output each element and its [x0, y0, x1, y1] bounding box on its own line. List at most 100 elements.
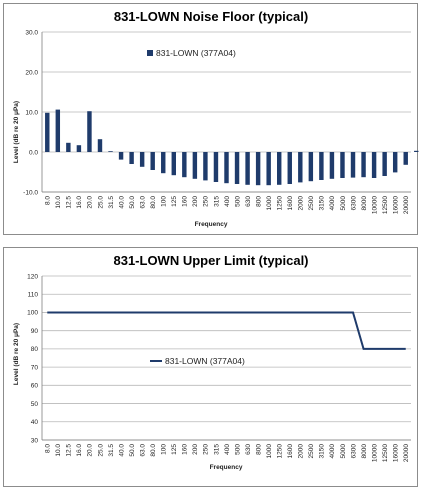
x-tick-label: 10000: [371, 444, 378, 462]
x-tick-label: 1000: [266, 444, 273, 459]
y-tick-label: 90: [31, 328, 39, 335]
plot-area: 30 40 50 60 70 80 90 100 110 120 8.0 10.0 12.5 16.0 20…: [27, 273, 411, 462]
x-tick-label: 63.0: [139, 444, 146, 457]
bar: [382, 152, 387, 176]
series-line: [47, 311, 406, 350]
legend-swatch: [147, 50, 153, 56]
x-tick-label: 40.0: [118, 196, 125, 209]
noise-floor-chart: 831-LOWN Noise Floor (typical) Frequency…: [13, 9, 419, 228]
y-tick-label: 10.0: [25, 109, 38, 116]
x-tick-label: 100: [161, 196, 168, 207]
x-tick-label: 80.0: [150, 196, 157, 209]
y-tick-label: 20.0: [25, 69, 38, 76]
bar: [192, 152, 198, 179]
x-tick-label: 80.0: [150, 444, 157, 457]
x-tick-label: 63.0: [139, 196, 146, 209]
y-tick-label: 30.0: [25, 29, 38, 36]
bar: [308, 152, 314, 182]
legend: 831-LOWN (377A04): [147, 48, 236, 58]
x-tick-label: 10000: [371, 196, 378, 214]
bar: [66, 142, 71, 152]
y-tick-label: 80: [31, 346, 39, 353]
bar: [234, 152, 240, 184]
bar: [277, 152, 282, 185]
chart-title: 831-LOWN Noise Floor (typical): [114, 9, 308, 24]
bar: [224, 152, 229, 184]
x-tick-label: 2500: [308, 444, 315, 459]
legend: 831-LOWN (377A04): [150, 356, 245, 366]
x-tick-label: 12500: [382, 196, 389, 214]
bar: [371, 152, 377, 178]
x-tick-label: 8.0: [45, 444, 52, 453]
x-tick-label: 5000: [340, 444, 347, 459]
bar: [203, 152, 208, 181]
x-tick-label: 12500: [382, 444, 389, 462]
noise-floor-chart-panel: 831-LOWN Noise Floor (typical) Frequency…: [3, 3, 419, 235]
x-tick-label: 800: [255, 444, 262, 455]
x-tick-label: 125: [171, 196, 178, 207]
bar: [171, 152, 176, 176]
bar: [287, 152, 292, 184]
x-tick-label: 2500: [308, 196, 315, 211]
y-tick-label: 100: [27, 310, 38, 317]
y-tick-label: 0.0: [29, 149, 38, 156]
x-tick-label: 4000: [329, 196, 336, 211]
x-tick-label: 50.0: [129, 196, 136, 209]
x-tick-label: 16000: [392, 196, 399, 214]
bar: [213, 152, 219, 182]
x-tick-label: 400: [224, 196, 231, 207]
bar: [319, 152, 324, 180]
x-tick-label: 250: [203, 196, 210, 207]
x-tick-label: 500: [234, 196, 241, 207]
x-tick-label: 16.0: [76, 444, 83, 457]
bar: [118, 152, 124, 160]
legend-label: 831-LOWN (377A04): [165, 356, 245, 366]
y-tick-label: -10.0: [23, 189, 38, 196]
bar: [76, 145, 82, 152]
bar: [361, 152, 366, 178]
bar: [55, 109, 61, 152]
x-tick-label: 40.0: [118, 444, 125, 457]
x-tick-label: 2000: [298, 196, 305, 211]
bar: [340, 152, 345, 178]
bar: [403, 152, 408, 165]
x-tick-label: 3150: [319, 196, 326, 211]
x-tick-label: 31.5: [108, 196, 115, 209]
x-tick-label: 25.0: [97, 196, 104, 209]
y-axis-title: Level (dB re 20 μPa): [13, 101, 20, 163]
x-tick-label: 31.5: [108, 444, 115, 457]
legend-label: 831-LOWN (377A04): [156, 48, 236, 58]
x-tick-label: 315: [213, 444, 220, 455]
bar: [161, 152, 166, 174]
bar: [414, 150, 419, 152]
x-tick-label: 200: [192, 444, 199, 455]
chart-title: 831-LOWN Upper Limit (typical): [113, 253, 308, 268]
bar: [108, 151, 113, 152]
x-axis-title: Frequency: [210, 464, 243, 471]
x-tick-label: 630: [245, 196, 252, 207]
upper-limit-chart: 831-LOWN Upper Limit (typical) Frequency…: [13, 253, 411, 471]
bar: [182, 152, 187, 178]
x-tick-label: 1600: [287, 444, 294, 459]
x-tick-label: 16000: [392, 444, 399, 462]
x-tick-label: 8.0: [45, 196, 52, 205]
x-tick-label: 20.0: [87, 444, 94, 457]
x-tick-label: 50.0: [129, 444, 136, 457]
y-axis-title: Level (dB re 20 μPa): [13, 323, 20, 385]
x-tick-label: 315: [213, 196, 220, 207]
bar: [87, 111, 92, 152]
x-tick-label: 12.5: [66, 444, 73, 457]
x-tick-label: 12.5: [66, 196, 73, 209]
bar: [129, 152, 134, 164]
y-tick-label: 50: [31, 401, 39, 408]
x-tick-label: 1250: [277, 444, 284, 459]
bar: [350, 152, 356, 178]
x-tick-label: 20.0: [87, 196, 94, 209]
x-tick-label: 200: [192, 196, 199, 207]
x-tick-label: 5000: [340, 196, 347, 211]
bar: [255, 152, 261, 186]
x-tick-label: 4000: [329, 444, 336, 459]
x-tick-label: 16.0: [76, 196, 83, 209]
x-tick-label: 2000: [298, 444, 305, 459]
x-tick-label: 10.0: [55, 444, 62, 457]
